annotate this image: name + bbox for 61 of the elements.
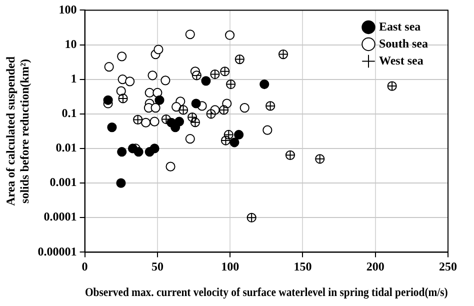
point <box>178 105 188 115</box>
point <box>166 162 176 172</box>
point <box>125 76 135 86</box>
x-tick-label: 150 <box>294 259 312 274</box>
point <box>315 154 325 164</box>
point <box>191 98 201 108</box>
y-tick-label: 0.0001 <box>44 210 77 224</box>
y-tick-label: 0.00001 <box>38 244 77 258</box>
point <box>160 76 170 86</box>
x-tick-label: 50 <box>151 259 164 274</box>
point <box>152 88 162 98</box>
point <box>234 130 244 140</box>
point <box>230 138 240 148</box>
point <box>260 79 270 90</box>
y-tick-label: 0.001 <box>50 175 77 190</box>
point <box>172 102 182 112</box>
legend-label: West sea <box>378 53 424 68</box>
point <box>117 52 127 62</box>
point <box>116 86 126 96</box>
point <box>224 130 234 140</box>
point <box>185 134 195 144</box>
x-tick-label: 250 <box>439 259 457 274</box>
point <box>226 79 236 90</box>
x-tick-label: 100 <box>221 259 240 274</box>
point <box>201 76 211 86</box>
point <box>141 118 151 128</box>
y-tick-label: 10 <box>64 36 77 51</box>
y-tick-label: 0.1 <box>62 106 77 120</box>
point <box>222 98 232 108</box>
point <box>210 69 220 80</box>
point <box>144 88 154 98</box>
point <box>104 62 114 72</box>
point <box>154 44 164 54</box>
x-axis-title: Observed max. current velocity of surface waterlevel in spring tidal period(m/s) <box>84 286 448 300</box>
y-tick-label: 0.01 <box>56 140 77 155</box>
point <box>262 125 272 135</box>
point <box>150 116 160 126</box>
point <box>148 70 158 80</box>
point <box>224 30 235 40</box>
point <box>240 103 250 113</box>
point <box>103 95 113 105</box>
point <box>220 66 230 76</box>
y-axis-title: Area of calculated suspended solids before reduction(km²) <box>3 56 32 206</box>
point <box>150 144 160 154</box>
legend-label: South sea <box>378 36 428 50</box>
point <box>117 147 127 157</box>
point <box>220 136 231 146</box>
point <box>107 122 117 132</box>
point <box>154 95 164 105</box>
x-tick-label: 200 <box>366 259 384 274</box>
point <box>174 116 184 126</box>
point <box>150 103 160 113</box>
point <box>133 114 143 125</box>
point <box>134 147 144 157</box>
point <box>116 178 126 188</box>
legend-label: East sea <box>378 19 421 34</box>
y-tick-label: 1 <box>70 71 77 86</box>
point <box>185 30 195 40</box>
point <box>246 212 256 222</box>
x-tick-label: 0 <box>82 259 88 274</box>
y-tick-label: 100 <box>58 2 77 16</box>
